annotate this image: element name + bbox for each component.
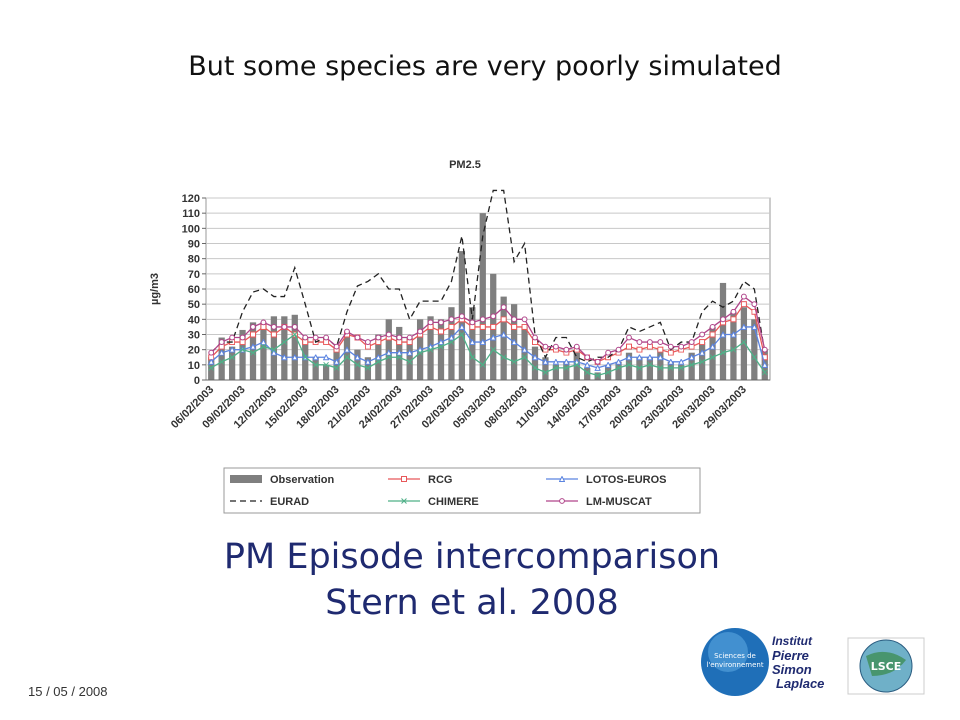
legend-items: Observation RCG LOTOS-EUROS EURAD CHIMERE LM-… bbox=[230, 474, 666, 508]
bar bbox=[646, 357, 654, 380]
caption: Stern et al. 2008 bbox=[325, 583, 618, 623]
logo-ipsl: Institut Pierre Simon Laplace bbox=[772, 634, 824, 691]
bar bbox=[427, 316, 434, 380]
plot: 010203040506070809010011012006/02/200309… bbox=[169, 189, 771, 431]
legend bbox=[223, 467, 701, 514]
bar bbox=[719, 282, 727, 380]
logo-environment: Sciences de l'environnement bbox=[701, 628, 769, 696]
legend-label: RCG bbox=[428, 474, 452, 486]
y-tick-label: 10 bbox=[188, 360, 200, 372]
bar bbox=[584, 367, 591, 380]
bar bbox=[761, 349, 768, 380]
logo-text: Laplace bbox=[776, 676, 824, 691]
y-axis-label: µg/m3 bbox=[149, 273, 161, 305]
bar bbox=[458, 251, 466, 380]
bar bbox=[260, 322, 267, 380]
bar bbox=[615, 361, 622, 380]
y-tick-label: 40 bbox=[188, 314, 200, 326]
bar bbox=[385, 319, 392, 380]
line bbox=[208, 293, 768, 365]
y-tick-label: 90 bbox=[188, 239, 200, 251]
bar bbox=[657, 349, 664, 380]
legend-swatch bbox=[230, 475, 262, 483]
legend-label: LM-MUSCAT bbox=[586, 496, 652, 508]
legend-label: Observation bbox=[270, 474, 334, 486]
bar bbox=[333, 346, 340, 380]
logo-text: Sciences de bbox=[714, 652, 756, 660]
legend-label: EURAD bbox=[270, 496, 309, 508]
bar bbox=[281, 316, 288, 380]
bar bbox=[521, 326, 528, 380]
bar bbox=[322, 364, 330, 380]
y-tick-label: 70 bbox=[188, 269, 200, 281]
y-tick-label: 20 bbox=[188, 345, 200, 357]
logo-text: LSCE bbox=[871, 660, 902, 673]
bar bbox=[228, 346, 236, 380]
bar bbox=[730, 311, 737, 380]
bar bbox=[291, 314, 298, 380]
bar bbox=[396, 326, 403, 380]
y-tick-label: 60 bbox=[188, 284, 200, 296]
legend-label: CHIMERE bbox=[428, 496, 479, 508]
y-tick-label: 0 bbox=[194, 375, 200, 387]
bar bbox=[531, 346, 539, 380]
y-tick-label: 50 bbox=[188, 299, 200, 311]
bar bbox=[312, 357, 319, 380]
caption: PM Episode intercomparison bbox=[224, 537, 720, 577]
chart-title: PM2.5 bbox=[449, 159, 481, 171]
legend-label: LOTOS-EUROS bbox=[586, 474, 666, 486]
bar bbox=[636, 357, 643, 380]
y-tick-label: 110 bbox=[182, 208, 200, 220]
bar bbox=[563, 361, 570, 380]
y-tick-label: 80 bbox=[188, 254, 200, 266]
logo-text: Institut bbox=[772, 634, 813, 648]
logo-text: Pierre bbox=[772, 648, 809, 663]
bar bbox=[667, 361, 674, 380]
y-tick-label: 100 bbox=[182, 223, 200, 235]
bar bbox=[552, 364, 560, 380]
slide-title: But some species are very poorly simulat… bbox=[188, 51, 782, 82]
y-tick-label: 120 bbox=[182, 193, 200, 205]
y-tick-label: 30 bbox=[188, 330, 200, 342]
date: 15 / 05 / 2008 bbox=[28, 684, 108, 699]
bar bbox=[437, 319, 445, 380]
bar bbox=[406, 337, 413, 380]
logo-text: Simon bbox=[772, 662, 812, 677]
logo-text: l'environnement bbox=[706, 661, 763, 669]
logo-lsce: LSCE bbox=[847, 637, 925, 695]
bar bbox=[594, 372, 601, 380]
